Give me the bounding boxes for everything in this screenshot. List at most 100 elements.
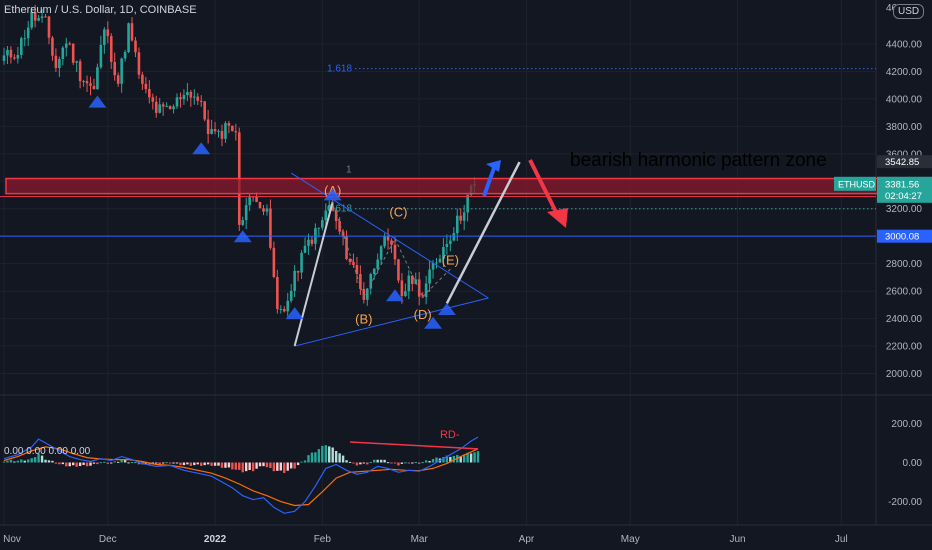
candle-body	[276, 276, 279, 309]
histogram-bar	[99, 462, 103, 464]
candle-body	[96, 67, 99, 90]
histogram-bar	[383, 459, 386, 463]
histogram-bar	[348, 461, 352, 463]
support-level-badge	[877, 229, 932, 243]
candle-body	[293, 270, 296, 291]
candle-body	[379, 246, 383, 260]
histogram-bar	[33, 457, 37, 463]
symbol-title[interactable]: Ethereum / U.S. Dollar, 1D, COINBASE	[4, 4, 197, 16]
pivot-marker	[192, 142, 211, 155]
candle-body	[199, 100, 203, 102]
candle-body	[186, 91, 189, 96]
candle-body	[355, 265, 359, 274]
candle-body	[227, 123, 231, 126]
price-tick-label: 3600.00	[886, 149, 923, 160]
histogram-bar	[466, 452, 469, 463]
histogram-bar	[82, 462, 85, 465]
candle-body	[58, 58, 61, 68]
price-tick-label: 3800.00	[886, 122, 923, 133]
support-level-label: 3000.08	[885, 232, 919, 243]
histogram-bar	[328, 446, 331, 463]
oscillator-tick-label: 0.00	[903, 458, 923, 469]
histogram-bar	[373, 459, 376, 463]
candle-body	[407, 275, 411, 292]
histogram-bar	[272, 462, 276, 472]
histogram-bar	[469, 453, 473, 463]
price-level-label: 3542.85	[885, 157, 919, 168]
candle-body	[134, 40, 137, 53]
candle-body	[269, 208, 272, 248]
histogram-bar	[366, 462, 369, 465]
candle-body	[421, 296, 424, 298]
pivot-marker	[323, 188, 342, 201]
time-tick-label: Jun	[729, 534, 745, 545]
currency-selector[interactable]: USD	[893, 4, 925, 19]
candle-body	[397, 259, 400, 281]
histogram-bar	[407, 462, 411, 464]
histogram-bar	[116, 461, 120, 463]
wave-path-line	[422, 268, 451, 297]
candle-body	[400, 280, 404, 297]
candle-body	[213, 129, 217, 132]
histogram-bar	[307, 455, 310, 463]
candle-body	[23, 38, 27, 40]
histogram-bar	[210, 462, 213, 466]
histogram-bar	[303, 460, 307, 463]
candle-body	[431, 263, 435, 270]
candle-body	[362, 288, 366, 300]
candle-body	[241, 220, 245, 225]
candle-body	[265, 208, 269, 212]
histogram-bar	[404, 462, 407, 464]
candle-body	[386, 236, 390, 241]
histogram-bar	[317, 449, 321, 463]
histogram-bar	[445, 455, 449, 463]
fib-level-label: 1	[346, 165, 352, 176]
histogram-bar	[279, 462, 282, 471]
histogram-bar	[234, 462, 238, 470]
histogram-bar	[258, 462, 262, 467]
last-price-badge	[877, 176, 932, 203]
histogram-bar	[411, 462, 414, 464]
candle-body	[383, 236, 386, 247]
histogram-bar	[400, 462, 404, 464]
wave-path-line	[363, 238, 396, 297]
candle-body	[154, 101, 158, 113]
time-tick-label: Feb	[314, 534, 332, 545]
histogram-bar	[231, 462, 234, 470]
candle-body	[168, 106, 172, 110]
histogram-bar	[182, 462, 186, 466]
wave-label: (E)	[442, 253, 459, 268]
zone-annotation: bearish harmonic pattern zone	[570, 150, 827, 171]
pivot-marker	[385, 289, 404, 302]
time-tick-label: 2022	[204, 534, 227, 545]
histogram-bar	[89, 462, 92, 466]
histogram-bar	[314, 452, 317, 463]
candle-body	[26, 27, 30, 39]
candle-body	[6, 49, 9, 56]
price-tick-label: 4400.00	[886, 39, 923, 50]
histogram-bar	[106, 462, 109, 464]
candle-body	[51, 37, 54, 56]
price-tick-label: 4200.00	[886, 67, 923, 78]
candle-body	[442, 247, 445, 259]
macd-line	[3, 436, 479, 514]
candle-body	[54, 55, 58, 68]
candle-body	[151, 97, 155, 102]
histogram-bar	[341, 455, 345, 463]
candle-body	[224, 123, 227, 139]
histogram-bar	[369, 462, 372, 464]
histogram-bar	[251, 462, 255, 472]
histogram-bar	[359, 462, 362, 465]
pivot-marker	[424, 316, 443, 329]
candle-body	[99, 44, 103, 68]
triangle-lower-line	[294, 297, 489, 347]
candle-body	[148, 89, 151, 98]
arrow-up-shaft	[482, 167, 496, 197]
histogram-bar	[54, 462, 58, 464]
divergence-label: RD-	[440, 429, 460, 441]
wave-path-line	[394, 238, 424, 297]
candle-body	[217, 130, 220, 132]
histogram-bar	[189, 462, 193, 466]
histogram-bar	[390, 462, 393, 464]
